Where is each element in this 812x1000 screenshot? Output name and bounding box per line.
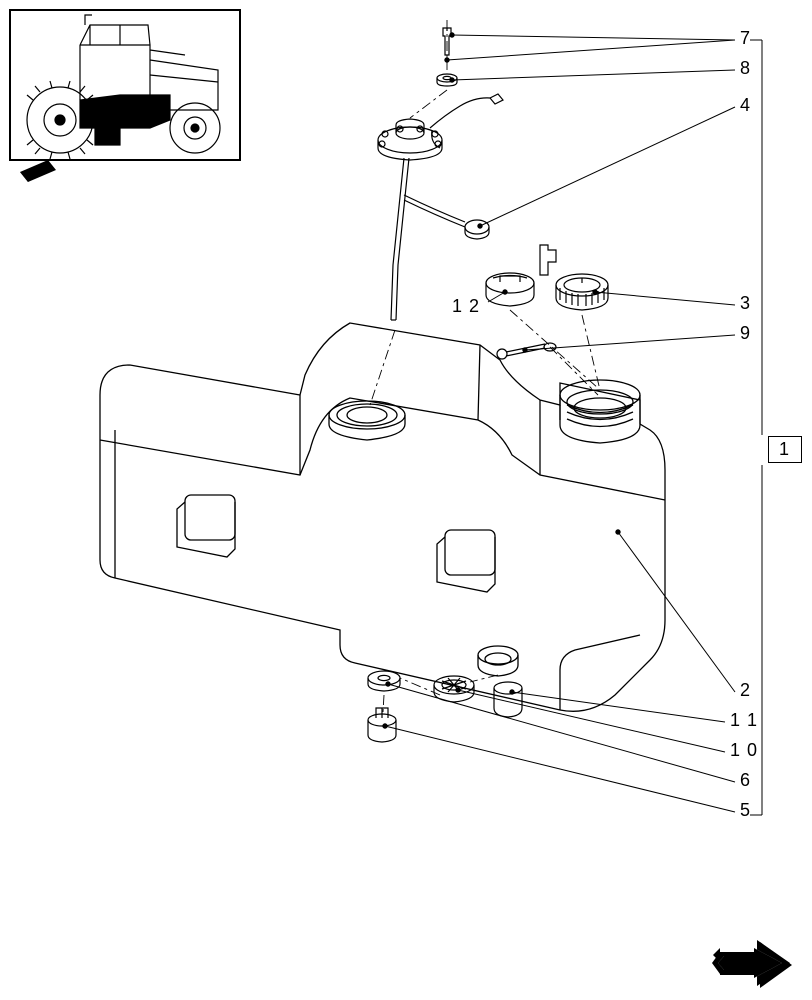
drain-boss (478, 646, 518, 676)
filler-neck (560, 380, 640, 443)
part-washer-lower (368, 671, 400, 691)
callout-12: 1 2 (452, 296, 480, 317)
callout-2: 2 (740, 680, 751, 701)
part-cap-smooth (486, 273, 534, 306)
part-drain-plug (368, 708, 396, 742)
callout-11: 1 1 (730, 710, 758, 731)
callout-3: 3 (740, 293, 751, 314)
centerlines (370, 20, 600, 712)
callout-8: 8 (740, 58, 751, 79)
part-wire-harness (430, 94, 503, 148)
locator-thumbnail (10, 10, 240, 160)
callout-6: 6 (740, 770, 751, 791)
callout-9: 9 (740, 323, 751, 344)
leader-lines (383, 33, 735, 812)
locator-tag-icon (20, 160, 56, 182)
next-arrow-icon[interactable] (712, 940, 792, 988)
part-strainer (434, 676, 522, 717)
part-clip (540, 245, 556, 275)
fuel-tank (100, 323, 665, 711)
diagram-canvas: 7 8 4 1 2 3 9 1 2 1 1 1 0 6 5 (0, 0, 812, 1000)
callout-10: 1 0 (730, 740, 758, 761)
part-fuel-sender (378, 119, 489, 320)
sender-port (329, 401, 405, 440)
callout-5: 5 (740, 800, 751, 821)
front-recesses (177, 495, 495, 592)
diagram-lineart (0, 0, 812, 1000)
callout-7: 7 (740, 28, 751, 49)
assembly-bracket (750, 40, 762, 815)
callout-4: 4 (740, 95, 751, 116)
callout-1-boxed: 1 (768, 436, 802, 463)
